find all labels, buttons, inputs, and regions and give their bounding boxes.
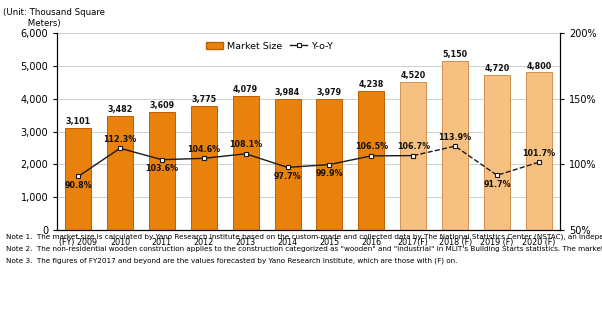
Bar	[442, 61, 468, 230]
Text: 113.9%: 113.9%	[439, 132, 472, 142]
Bar	[233, 96, 259, 230]
Text: 106.5%: 106.5%	[355, 142, 388, 151]
Text: 3,984: 3,984	[275, 88, 300, 97]
Bar	[275, 99, 300, 230]
Bar	[65, 128, 91, 230]
Bar	[400, 82, 426, 230]
Text: (Unit: Thousand Square
         Meters): (Unit: Thousand Square Meters)	[3, 8, 105, 28]
Text: Note 2.  The non-residential wooden construction applies to the construction cat: Note 2. The non-residential wooden const…	[6, 246, 602, 252]
Text: 3,482: 3,482	[107, 105, 132, 114]
Bar	[191, 106, 217, 230]
Text: 97.7%: 97.7%	[274, 172, 302, 181]
Text: 4,079: 4,079	[233, 85, 258, 94]
Text: 104.6%: 104.6%	[187, 145, 220, 154]
Text: 4,800: 4,800	[526, 62, 551, 71]
Bar	[149, 112, 175, 230]
Text: 3,609: 3,609	[149, 101, 175, 110]
Text: 4,520: 4,520	[400, 71, 426, 80]
Legend: Market Size, Y-o-Y: Market Size, Y-o-Y	[203, 38, 337, 55]
Text: 3,775: 3,775	[191, 95, 216, 104]
Text: Note 1.  The market size is calculated by Yano Research Institute based on the c: Note 1. The market size is calculated by…	[6, 233, 602, 240]
Text: 91.7%: 91.7%	[483, 180, 511, 189]
Text: 99.9%: 99.9%	[315, 169, 343, 178]
Bar	[358, 91, 384, 230]
Text: 4,238: 4,238	[359, 80, 384, 89]
Text: 112.3%: 112.3%	[104, 135, 137, 144]
Text: 90.8%: 90.8%	[64, 181, 92, 190]
Bar	[317, 99, 343, 230]
Text: 103.6%: 103.6%	[145, 164, 178, 173]
Text: 101.7%: 101.7%	[523, 149, 556, 158]
Text: 5,150: 5,150	[442, 50, 468, 59]
Bar	[484, 75, 510, 230]
Text: 3,979: 3,979	[317, 88, 342, 97]
Text: 106.7%: 106.7%	[397, 142, 430, 151]
Text: 108.1%: 108.1%	[229, 140, 262, 149]
Text: 3,101: 3,101	[66, 117, 91, 126]
Bar	[526, 72, 552, 230]
Text: 4,720: 4,720	[485, 64, 510, 73]
Bar	[107, 116, 133, 230]
Text: Note 3.  The figures of FY2017 and beyond are the values forecasted by Yano Rese: Note 3. The figures of FY2017 and beyond…	[6, 258, 458, 264]
